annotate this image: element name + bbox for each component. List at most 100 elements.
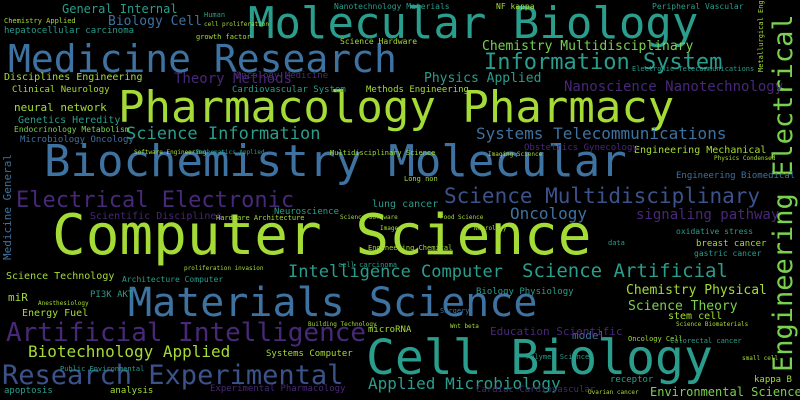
word-nf-kappa: NF kappa	[496, 2, 535, 11]
word-clinical-neurology: Clinical Neurology	[12, 85, 110, 95]
word-chemistry-applied: Chemistry Applied	[4, 17, 76, 25]
word-data: data	[608, 239, 625, 247]
word-neurology: Neurology	[474, 225, 507, 232]
word-apoptosis: apoptosis	[4, 386, 53, 396]
word-medicine-general: Medicine General	[1, 154, 14, 260]
word-computer-science: Computer Science	[52, 203, 592, 268]
word-hardware-architecture: Hardware Architecture	[216, 214, 305, 222]
word-physics-condensed: Physics Condensed	[714, 155, 776, 162]
word-gastric-cancer: gastric cancer	[694, 249, 762, 258]
word-cell-proliferation: cell proliferation	[204, 21, 270, 28]
word-chemistry-multidisciplinary: Chemistry Multidisciplinary	[482, 39, 694, 54]
word-anesthesiology: Anesthesiology	[38, 300, 89, 307]
word-software-engineering: Software Engineering	[134, 149, 207, 156]
word-endocrinology-metabolism: Endocrinology Metabolism	[14, 125, 130, 134]
word-molecular-biology: Molecular Biology	[248, 0, 699, 49]
word-imaging-science: Imaging Science	[488, 151, 543, 158]
word-nanotechnology-materials: Nanotechnology Materials	[334, 2, 450, 11]
word-microbiology-oncology: Microbiology Oncology	[20, 135, 134, 145]
word-artificial-intelligence: Artificial Intelligence	[6, 318, 367, 348]
word-engineering-chemical: Engineering Chemical	[368, 244, 453, 252]
word-medicine-research: Medicine Research	[8, 37, 397, 81]
word-peripheral-vascular: Peripheral Vascular	[652, 2, 744, 11]
word-nanoscience-nanotechnology: Nanoscience Nanotechnology	[564, 79, 784, 95]
word-science-theory: Science Theory	[628, 299, 738, 314]
word-signaling-pathway: signaling pathway	[636, 207, 780, 223]
word-growth-factor: growth factor	[196, 33, 251, 41]
word-oncology: Oncology	[510, 204, 588, 223]
word-analysis: analysis	[110, 386, 154, 396]
word-multidisciplinary-science: Multidisciplinary Science	[330, 149, 436, 157]
word-oncology-cell: Oncology Cell	[628, 335, 683, 343]
word-science-software: Science Software	[340, 214, 398, 221]
word-systems-computer: Systems Computer	[266, 349, 353, 359]
word-mathematics-applied: Mathematics Applied	[196, 149, 265, 156]
word-image: Image	[380, 225, 399, 232]
word-systems-telecommunications: Systems Telecommunications	[476, 124, 727, 143]
word-intelligence-computer: Intelligence Computer	[288, 262, 503, 282]
word-information-system: Information System	[484, 50, 723, 75]
word-biotechnology-applied: Biotechnology Applied	[28, 342, 231, 361]
word-research-experimental: Research Experimental	[2, 360, 344, 391]
word-electrical-electronic: Electrical Electronic	[16, 188, 295, 213]
word-science-biomaterials: Science Biomaterials	[676, 321, 749, 328]
word-ovarian-cancer: Ovarian cancer	[588, 389, 639, 396]
word-pharmacology-pharmacy: Pharmacology Pharmacy	[118, 82, 675, 133]
word-model: model	[572, 329, 606, 342]
word-environmental-science: Environmental Science	[650, 385, 800, 399]
word-cell-carcinoma: cell carcinoma	[338, 261, 398, 269]
word-breast-cancer: breast cancer	[696, 239, 767, 249]
word-biology-cell: Biology Cell	[108, 14, 202, 29]
word-lung-cancer: lung cancer	[372, 199, 439, 210]
word-microrna: microRNA	[368, 325, 412, 335]
word-general-internal: General Internal	[62, 2, 178, 16]
word-science-multidisciplinary: Science Multidisciplinary	[444, 184, 761, 208]
word-theory-methods: Theory Methods	[174, 71, 293, 87]
word-biochemistry-molecular: Biochemistry Molecular	[44, 136, 627, 187]
word-kappa-b: kappa B	[754, 375, 792, 385]
word-cardiovascular-system: Cardiovascular System	[232, 85, 346, 95]
word-mir: miR	[8, 291, 28, 304]
word-pi3k-akt: PI3K AKT	[90, 290, 134, 300]
word-engineering-biomedical: Engineering Biomedical	[676, 171, 796, 181]
word-neural-network: neural network	[14, 101, 107, 114]
word-human: Human	[204, 11, 226, 19]
word-experimental-pharmacology: Experimental Pharmacology	[210, 384, 346, 394]
word-building-technology: Building Technology	[308, 321, 377, 328]
word-architecture-computer: Architecture Computer	[122, 275, 224, 284]
word-oncology-medicine: Oncology Medicine	[236, 71, 329, 81]
word-small-cell: small cell	[742, 355, 779, 362]
word-stem-cell: stem cell	[668, 311, 723, 322]
word-polymer-science: Polymer Science	[526, 353, 590, 361]
word-receptor: receptor	[610, 375, 654, 385]
word-engineering-electrical: Engineering Electrical	[768, 14, 799, 372]
word-chemistry-physical: Chemistry Physical	[626, 283, 767, 298]
word-obstetrics-gynecology: Obstetrics Gynecology	[524, 143, 638, 153]
word-cardiac-cardiovascular: Cardiac Cardiovascular	[476, 385, 596, 395]
word-food-science: Food Science	[440, 214, 484, 221]
word-long-non: Long non	[404, 175, 438, 183]
word-scientific-disciplines: Scientific Disciplines	[90, 211, 223, 222]
word-energy-fuel: Energy Fuel	[22, 308, 89, 319]
word-science-technology: Science Technology	[6, 271, 115, 282]
word-oxidative-stress: oxidative stress	[676, 227, 754, 236]
word-engineering-mechanical: Engineering Mechanical	[634, 145, 767, 156]
word-electronic-telecommunications: Electronic Telecommunications	[632, 65, 755, 73]
word-applied-microbiology: Applied Microbiology	[368, 374, 561, 393]
word-methods-engineering: Methods Engineering	[366, 85, 469, 95]
word-biology-physiology: Biology Physiology	[476, 287, 574, 297]
word-science-hardware: Science Hardware	[340, 37, 418, 46]
word-materials-science: Materials Science	[128, 280, 538, 326]
word-wnt-beta: Wnt beta	[450, 323, 479, 330]
word-education-scientific: Education Scientific	[490, 325, 623, 338]
word-hepatocellular-carcinoma: hepatocellular carcinoma	[4, 26, 135, 36]
word-colorectal-cancer: Colorectal cancer	[670, 337, 742, 345]
word-physics-applied: Physics Applied	[424, 71, 542, 86]
word-cell-biology: Cell Biology	[366, 330, 713, 386]
word-neuroscience: Neuroscience	[274, 207, 340, 217]
word-genetics-heredity: Genetics Heredity	[18, 115, 121, 126]
word-science-information: Science Information	[126, 124, 321, 144]
word-science-artificial: Science Artificial	[522, 260, 728, 282]
word-surgery: Surgery	[440, 307, 470, 315]
